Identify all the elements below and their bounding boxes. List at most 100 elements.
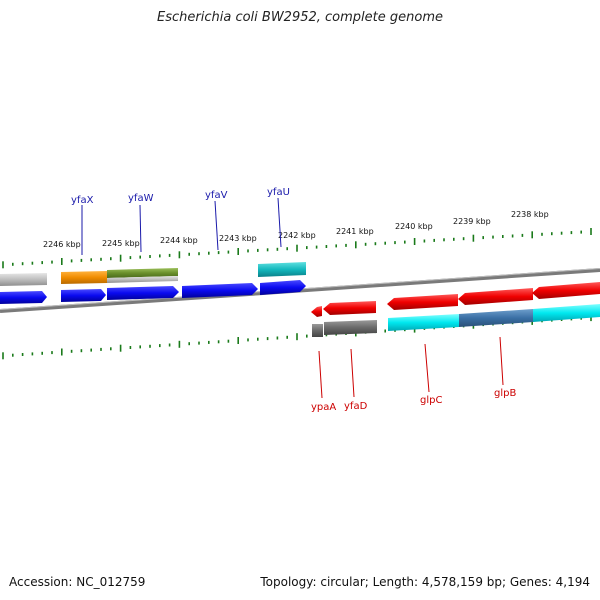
ruler-tick (296, 333, 298, 341)
reverse-gene-labels: ypaA yfaD glpC glpB (311, 336, 516, 413)
ruler-tick (2, 261, 4, 269)
ruler-tick (139, 345, 141, 349)
gene-arrow-yfaD (323, 301, 376, 315)
ruler-tick (21, 262, 24, 266)
reverse-cds-track (311, 282, 600, 317)
ruler-tick (453, 237, 455, 241)
gene-label-yfaU: yfaU (267, 187, 290, 198)
coord-label: 2241 kbp (336, 227, 374, 236)
ruler-tick (178, 340, 181, 348)
gene-block-yfaX (61, 271, 107, 284)
ruler-tick (364, 242, 367, 246)
gene-block-yfaW-lower (107, 276, 178, 283)
ruler-tick (472, 234, 475, 242)
ruler-tick (394, 241, 396, 245)
gene-label-ypaA: ypaA (311, 402, 336, 413)
ruler-tick (139, 255, 141, 259)
ruler-top (2, 228, 592, 269)
ruler-tick (119, 344, 122, 352)
reverse-gene-track (312, 304, 600, 337)
ruler-tick (247, 249, 249, 253)
coord-label: 2244 kbp (160, 236, 198, 245)
ruler-tick (217, 340, 220, 344)
gene-label-yfaX: yfaX (71, 195, 94, 206)
ruler-tick (110, 347, 112, 351)
gene-arrow-yfaU (260, 280, 306, 295)
ruler-tick (315, 245, 318, 249)
ruler-tick (237, 337, 239, 344)
ruler-tick (325, 245, 328, 248)
ruler-tick (100, 257, 102, 261)
ruler-tick (80, 349, 83, 353)
ruler-tick (51, 351, 53, 355)
ruler-tick (188, 342, 190, 346)
ruler-tick (198, 341, 200, 345)
ruler-tick (560, 231, 563, 235)
gene-label-glpB: glpB (494, 388, 516, 399)
gene-arrow-yfaV (182, 283, 258, 298)
ruler-tick (51, 260, 53, 264)
ruler-tick (531, 231, 533, 239)
ruler-tick (100, 347, 102, 351)
ruler-tick (384, 329, 386, 333)
ruler-tick (345, 243, 347, 247)
gene-block-yfaU (258, 262, 306, 277)
gene-label-yfaV: yfaV (205, 190, 228, 201)
ruler-tick (413, 238, 416, 245)
ruler-tick (208, 340, 210, 344)
ruler-tick (423, 239, 426, 243)
coordinate-labels: 2238 kbp 2239 kbp 2240 kbp 2241 kbp 2242… (43, 210, 549, 249)
ruler-tick (208, 251, 210, 255)
ruler-tick (41, 261, 43, 265)
ruler-tick (521, 233, 524, 237)
coord-label: 2238 kbp (511, 210, 549, 219)
ruler-tick (551, 232, 553, 236)
ruler-tick (384, 241, 386, 245)
gene-block-glpB (459, 309, 533, 327)
gene-block (0, 273, 47, 286)
ruler-tick (286, 247, 288, 251)
ruler-tick (492, 235, 494, 239)
coord-label: 2240 kbp (395, 222, 433, 231)
ruler-tick (119, 254, 122, 262)
ruler-tick (12, 262, 14, 266)
ruler-tick (159, 254, 161, 258)
ruler-tick (90, 258, 92, 262)
ruler-tick (227, 339, 230, 343)
ruler-tick (227, 250, 230, 254)
ruler-tick (580, 230, 582, 234)
gene-block-ypaA (312, 324, 323, 337)
ruler-tick (12, 353, 14, 357)
gene-arrow (0, 291, 47, 304)
map-title: Escherichia coli BW2952, complete genome (157, 10, 443, 25)
ruler-tick (541, 232, 543, 236)
gene-block-yfaW (107, 268, 178, 278)
ruler-tick (296, 244, 298, 252)
ruler-tick (31, 261, 34, 265)
ruler-tick (404, 240, 406, 244)
gene-arrow-yfaX (61, 289, 106, 302)
ruler-tick (80, 258, 83, 262)
coord-label: 2246 kbp (43, 240, 81, 249)
gene-arrow-glpC (387, 294, 458, 310)
ruler-tick (462, 237, 465, 241)
ruler-tick (31, 352, 34, 356)
ruler-tick (178, 251, 181, 259)
coord-label: 2243 kbp (219, 234, 257, 243)
ruler-tick (511, 234, 514, 238)
ruler-tick (433, 238, 435, 242)
ruler-tick (159, 344, 161, 348)
ruler-tick (443, 238, 445, 242)
ruler-tick (149, 344, 151, 348)
ruler-tick (276, 336, 279, 340)
coord-label: 2245 kbp (102, 239, 140, 248)
gene-block-glpA (533, 304, 600, 322)
ruler-tick (149, 255, 151, 258)
gene-block-yfaD (324, 320, 377, 335)
gene-block-glpC (388, 314, 459, 331)
gene-label-yfaD: yfaD (344, 401, 368, 412)
ruler-tick (198, 252, 200, 256)
gene-label-glpC: glpC (420, 395, 442, 406)
forward-cds-track (0, 280, 306, 304)
